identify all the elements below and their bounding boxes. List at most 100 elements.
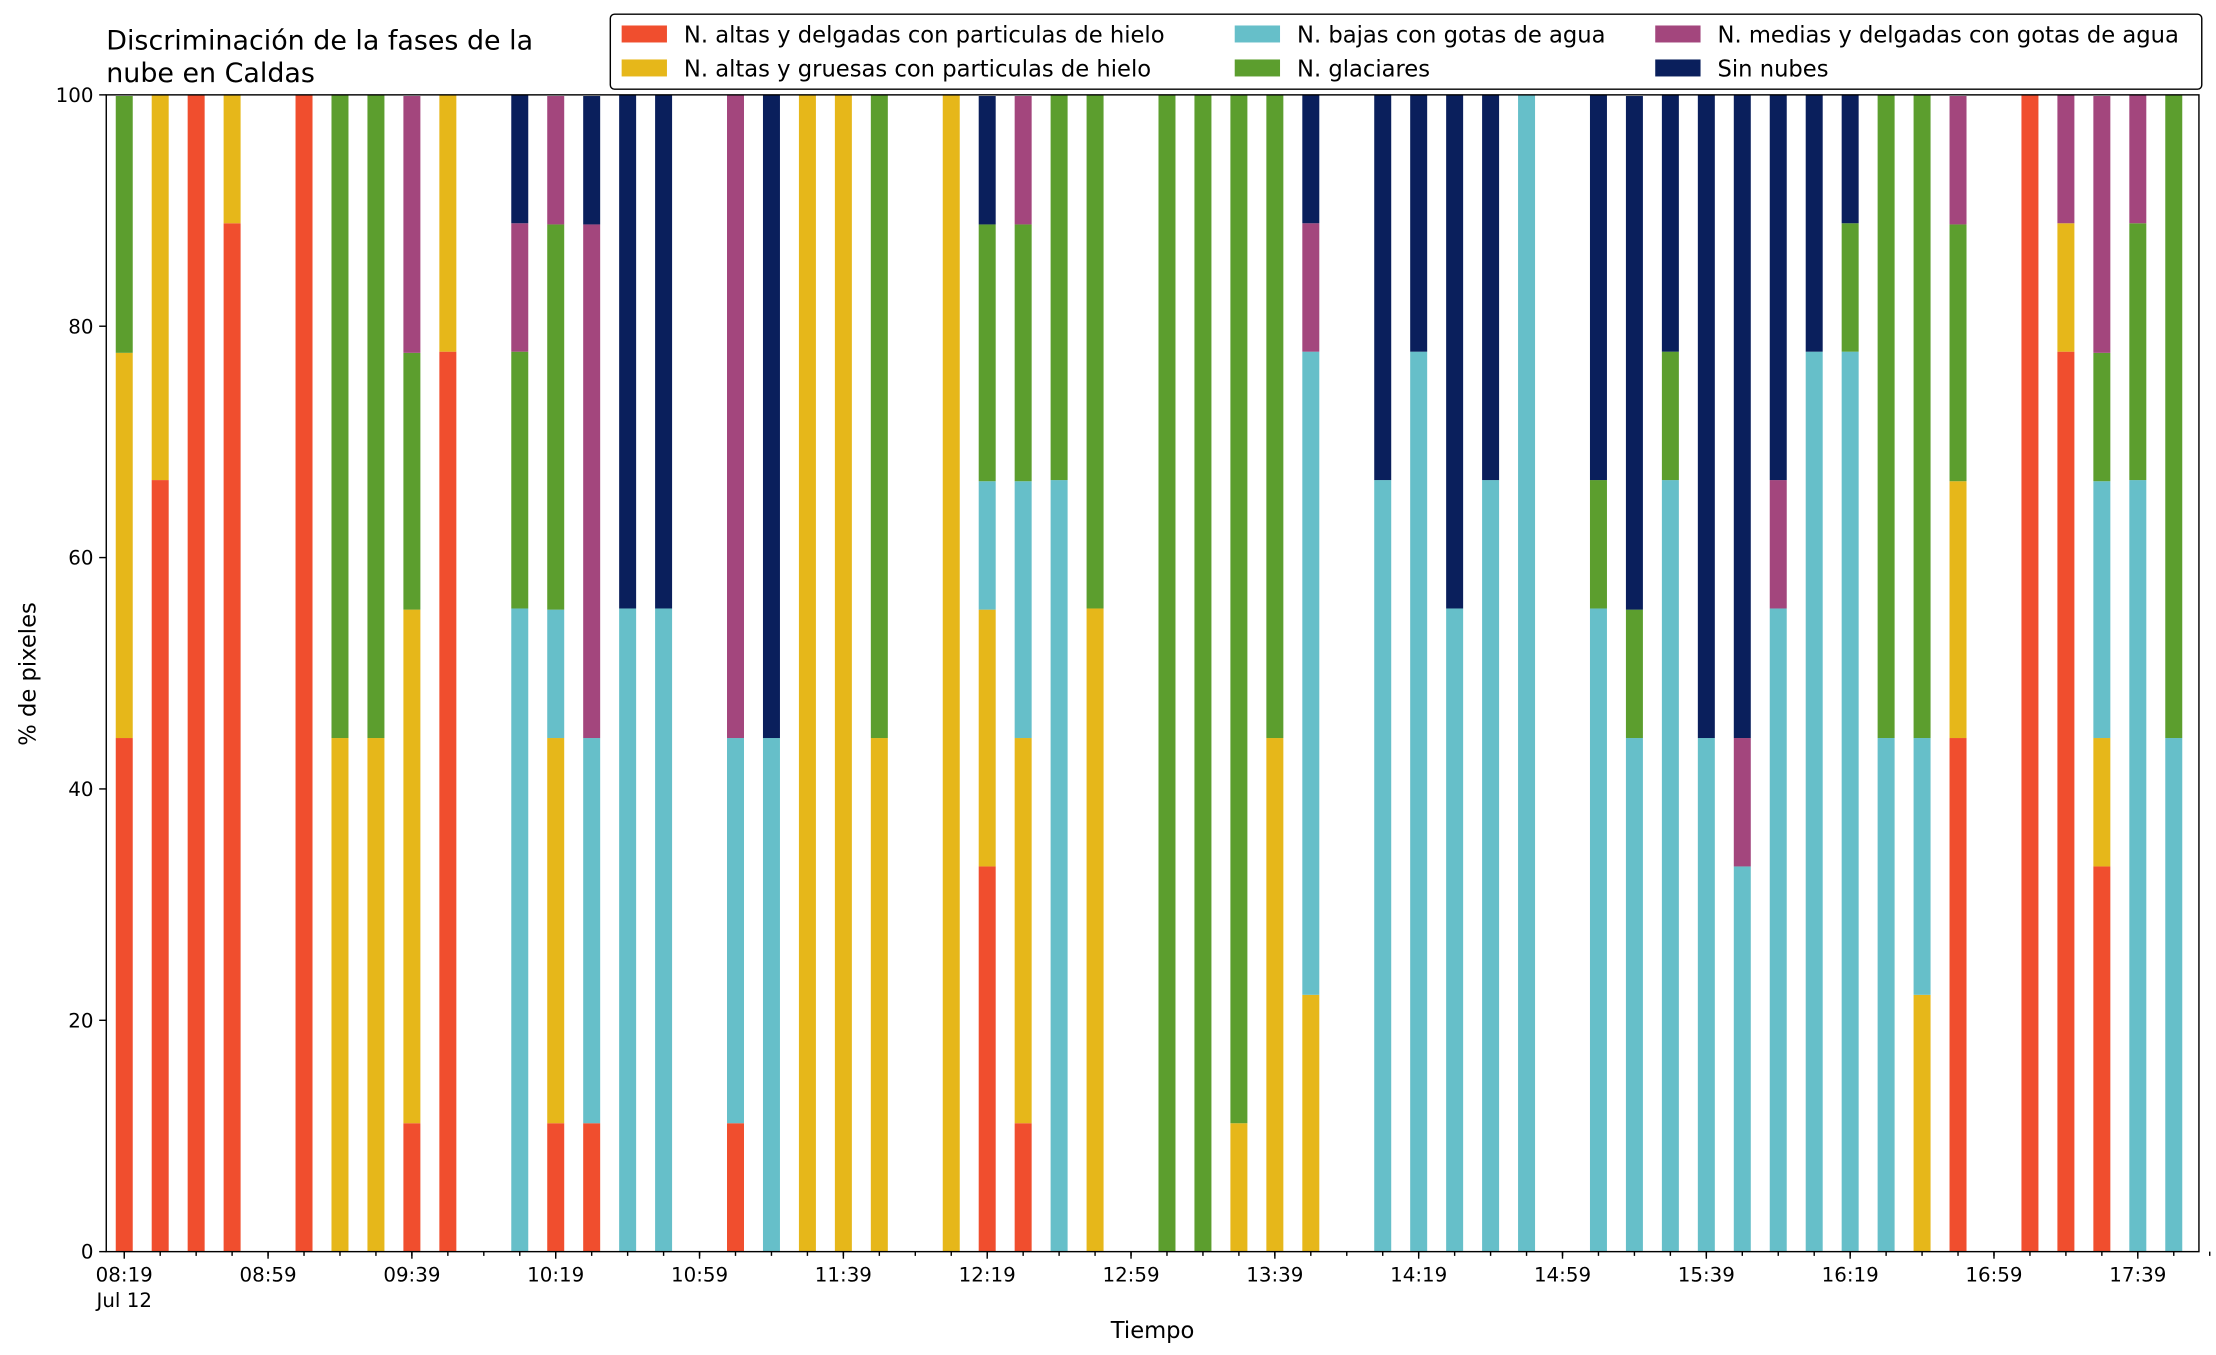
bar-segment xyxy=(2093,96,2111,353)
bar-segment xyxy=(727,1123,744,1252)
bar-segment xyxy=(1949,96,1967,225)
bar-segment xyxy=(1733,738,1751,867)
bar-segment xyxy=(1949,481,1967,739)
plot-frame xyxy=(105,94,2200,1253)
chart-title: nube en Caldas xyxy=(106,58,315,89)
bar-segment xyxy=(1194,94,1212,1252)
bar-segment xyxy=(2093,866,2111,1252)
x-tick-label: 17:39 xyxy=(2109,1263,2166,1286)
chart-title: Discriminación de la fases de la xyxy=(106,26,533,57)
bar-segment xyxy=(439,351,457,1252)
bar-segment xyxy=(978,609,996,867)
bar-segment xyxy=(619,608,637,1252)
bar-segment xyxy=(403,609,421,1124)
bar-segment xyxy=(1086,608,1104,1252)
bar-segment xyxy=(1733,866,1751,1252)
bar-segment xyxy=(115,738,133,1252)
bar-segment xyxy=(762,738,780,1252)
y-tick-label: 40 xyxy=(68,778,93,801)
y-tick-label: 20 xyxy=(68,1009,93,1032)
bar-segment xyxy=(583,224,601,739)
bar-segment xyxy=(1014,1123,1032,1252)
bar-segment xyxy=(1589,480,1607,609)
bar-segment xyxy=(1733,94,1751,739)
bar-segment xyxy=(187,94,205,1252)
bar-segment xyxy=(151,94,169,481)
bar-segment xyxy=(870,738,888,1252)
bar-segment xyxy=(583,96,601,225)
legend-swatch xyxy=(621,25,667,43)
x-tick-label: 09:39 xyxy=(383,1263,440,1286)
bar-segment xyxy=(1769,480,1787,609)
bar-segment xyxy=(331,738,349,1252)
bar-segment xyxy=(1014,738,1032,1124)
bar-segment xyxy=(2129,223,2147,481)
bar-segment xyxy=(547,738,565,1124)
x-tick-label: 08:19 xyxy=(96,1263,153,1286)
bar-segment xyxy=(1374,480,1392,1252)
bar-segment xyxy=(367,738,385,1252)
bar-segment xyxy=(1949,224,1967,482)
bar-segment xyxy=(1266,94,1284,739)
bar-segment xyxy=(1014,481,1032,739)
bar-segment xyxy=(2057,223,2075,352)
bar-segment xyxy=(1230,1123,1248,1252)
bar-segment xyxy=(1661,94,1679,352)
bar-segment xyxy=(727,738,744,1124)
bar-segment xyxy=(1769,608,1787,1252)
bar-segment xyxy=(1302,351,1320,995)
bar-segment xyxy=(1014,224,1032,482)
bar-segment xyxy=(1841,94,1859,224)
bar-segment xyxy=(151,480,169,1252)
x-tick-label: 10:59 xyxy=(671,1263,728,1286)
legend-label: N. glaciares xyxy=(1297,56,1430,82)
x-date-label: Jul 12 xyxy=(95,1289,152,1312)
bar-segment xyxy=(295,94,313,1252)
y-tick-label: 100 xyxy=(56,84,94,107)
y-tick-label: 0 xyxy=(81,1241,94,1264)
bar-segment xyxy=(1589,608,1607,1252)
legend-swatch xyxy=(1234,59,1281,77)
bar-segment xyxy=(1661,351,1679,481)
bar-segment xyxy=(1805,351,1823,1252)
bar-segment xyxy=(1302,994,1320,1252)
bar-segment xyxy=(1302,94,1320,224)
bar-segment xyxy=(834,94,852,1252)
bar-segment xyxy=(1482,94,1500,481)
bar-segment xyxy=(1913,994,1931,1252)
bar-segment xyxy=(1014,96,1032,225)
bar-segment xyxy=(1446,608,1464,1252)
bar-segment xyxy=(1302,223,1320,352)
bar-segment xyxy=(2057,94,2075,224)
bar-segment xyxy=(547,1123,565,1252)
legend-swatch xyxy=(621,59,667,77)
bar-segment xyxy=(2129,480,2147,1252)
bar-segment xyxy=(978,224,996,482)
bar-segment xyxy=(1625,609,1643,739)
bar-segment xyxy=(1589,94,1607,481)
x-tick-label: 14:59 xyxy=(1534,1263,1591,1286)
bar-segment xyxy=(1625,96,1643,610)
bar-segment xyxy=(223,94,241,224)
bar-segment xyxy=(547,609,565,739)
x-tick-label: 12:19 xyxy=(959,1263,1016,1286)
x-tick-label: 08:59 xyxy=(240,1263,297,1286)
bar-segment xyxy=(403,96,421,353)
bar-segment xyxy=(1482,480,1500,1252)
bar-segment xyxy=(762,94,780,739)
bar-segment xyxy=(331,94,349,739)
bar-segment xyxy=(1625,738,1643,1252)
bar-segment xyxy=(619,94,637,609)
bar-segment xyxy=(1374,94,1392,481)
bar-segment xyxy=(1697,94,1715,739)
x-tick-label: 10:19 xyxy=(527,1263,584,1286)
bar-segment xyxy=(2021,94,2039,1252)
bar-segment xyxy=(583,738,601,1124)
bar-segment xyxy=(1446,94,1464,609)
bar-segment xyxy=(403,1123,421,1252)
bar-segment xyxy=(583,1123,601,1252)
bar-segment xyxy=(1410,351,1428,1252)
legend-label: N. altas y delgadas con particulas de hi… xyxy=(684,22,1165,48)
legend-label: Sin nubes xyxy=(1718,56,1829,82)
x-tick-label: 12:59 xyxy=(1102,1263,1159,1286)
